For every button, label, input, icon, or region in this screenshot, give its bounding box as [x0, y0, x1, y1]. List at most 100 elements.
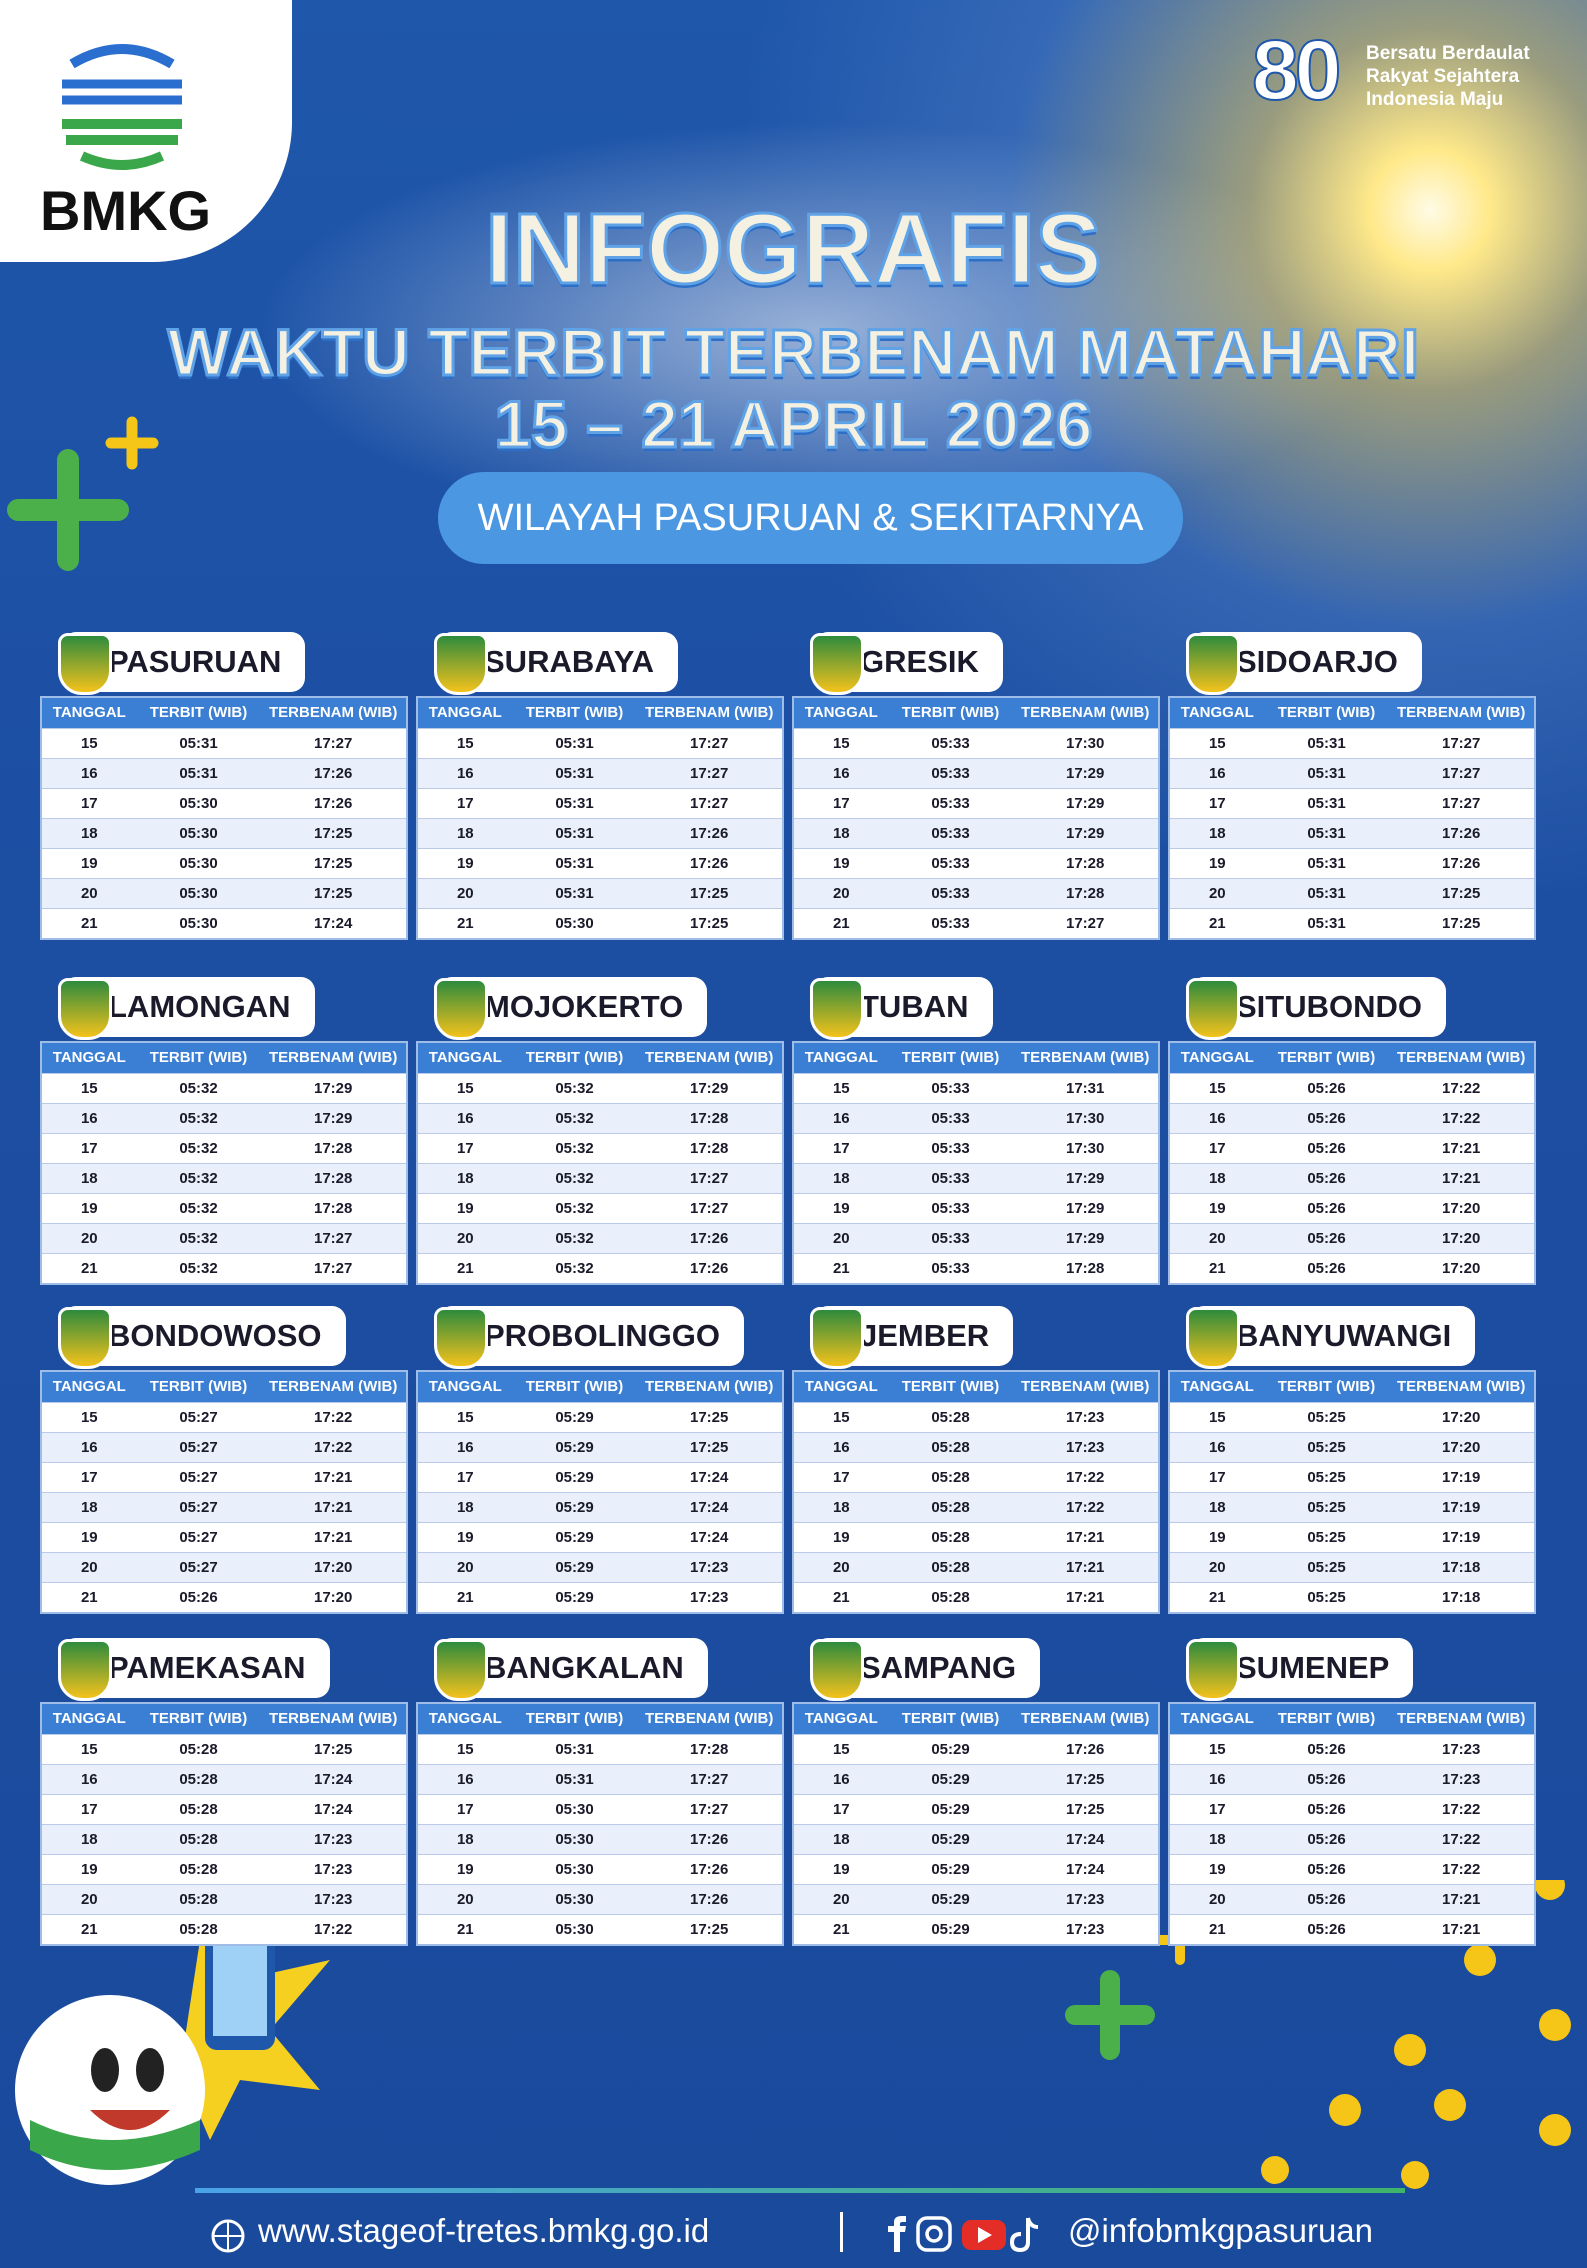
table-cell: 17:30	[1065, 735, 1105, 752]
table-cell: 18	[456, 1831, 474, 1848]
table-cell: 21	[832, 1921, 850, 1938]
table-row: 15 05:31 17:27	[418, 728, 782, 758]
table-cell: 17:26	[1441, 825, 1481, 842]
table-cell: 18	[832, 1170, 850, 1187]
table-row: 19 05:26 17:20	[1170, 1193, 1534, 1223]
table-row: 21 05:33 17:28	[794, 1253, 1158, 1283]
table-row: 19 05:28 17:21	[794, 1522, 1158, 1552]
table-cell: 17:26	[689, 825, 729, 842]
table-row: 21 05:30 17:25	[418, 908, 782, 938]
table-cell: 05:30	[179, 855, 218, 872]
table-row: 16 05:31 17:26	[42, 758, 406, 788]
column-header: TANGGAL	[428, 1049, 502, 1066]
table-header: TANGGAL TERBIT (WIB) TERBENAM (WIB)	[794, 1372, 1158, 1402]
table-cell: 19	[1208, 1861, 1226, 1878]
table-row: 15 05:28 17:25	[42, 1734, 406, 1764]
table-cell: 05:31	[555, 1771, 594, 1788]
table-header: TANGGAL TERBIT (WIB) TERBENAM (WIB)	[418, 1704, 782, 1734]
table-cell: 05:31	[555, 795, 594, 812]
table-cell: 05:26	[1307, 1861, 1346, 1878]
table-row: 18 05:31 17:26	[1170, 818, 1534, 848]
table-row: 17 05:31 17:27	[1170, 788, 1534, 818]
table-cell: 05:31	[1307, 855, 1346, 872]
table-row: 17 05:33 17:30	[794, 1133, 1158, 1163]
web-icon	[211, 2219, 245, 2253]
table-cell: 05:31	[1307, 825, 1346, 842]
table-cell: 05:26	[1307, 1200, 1346, 1217]
city-emblem	[810, 1307, 864, 1369]
table-cell: 05:28	[931, 1559, 970, 1576]
table-cell: 20	[1208, 885, 1226, 902]
table-cell: 05:33	[931, 795, 970, 812]
table-cell: 05:31	[1307, 735, 1346, 752]
table-cell: 17:24	[1065, 1831, 1105, 1848]
table-cell: 17:27	[313, 1260, 353, 1277]
table-cell: 05:28	[931, 1469, 970, 1486]
table-cell: 17:27	[1441, 795, 1481, 812]
table-row: 15 05:26 17:23	[1170, 1734, 1534, 1764]
column-header: TERBENAM (WIB)	[1021, 1049, 1150, 1066]
table-cell: 05:29	[555, 1469, 594, 1486]
table-cell: 05:26	[1307, 1891, 1346, 1908]
table-cell: 05:28	[179, 1861, 218, 1878]
footer-line	[195, 2188, 1405, 2193]
table-row: 20 05:28 17:23	[42, 1884, 406, 1914]
table-cell: 17:27	[689, 765, 729, 782]
table-cell: 05:27	[179, 1559, 218, 1576]
column-header: TERBIT (WIB)	[525, 704, 624, 721]
table-cell: 05:29	[555, 1409, 594, 1426]
table-row: 17 05:33 17:29	[794, 788, 1158, 818]
table-cell: 17:21	[313, 1529, 353, 1546]
table-row: 15 05:29 17:26	[794, 1734, 1158, 1764]
table-cell: 05:32	[555, 1260, 594, 1277]
table-cell: 17	[80, 795, 98, 812]
table-cell: 17:22	[1065, 1499, 1105, 1516]
table-cell: 18	[1208, 1170, 1226, 1187]
schedule-table: TANGGAL TERBIT (WIB) TERBENAM (WIB) 15 05:31…	[40, 696, 408, 940]
table-cell: 17:26	[689, 855, 729, 872]
table-cell: 05:32	[555, 1170, 594, 1187]
table-header: TANGGAL TERBIT (WIB) TERBENAM (WIB)	[1170, 698, 1534, 728]
table-row: 18 05:25 17:19	[1170, 1492, 1534, 1522]
table-cell: 16	[80, 765, 98, 782]
column-header: TERBIT (WIB)	[525, 1710, 624, 1727]
table-cell: 05:29	[555, 1529, 594, 1546]
table-row: 15 05:28 17:23	[794, 1402, 1158, 1432]
table-row: 19 05:33 17:29	[794, 1193, 1158, 1223]
table-cell: 17:25	[689, 1439, 729, 1456]
decor-plus	[7, 416, 159, 571]
table-cell: 05:27	[179, 1439, 218, 1456]
badge-text: Bersatu Berdaulat Rakyat Sejahtera Indon…	[1366, 42, 1530, 111]
table-cell: 16	[832, 1439, 850, 1456]
table-row: 19 05:29 17:24	[794, 1854, 1158, 1884]
table-cell: 17:26	[1441, 855, 1481, 872]
table-cell: 05:31	[555, 735, 594, 752]
social-icons	[888, 2216, 1039, 2253]
column-header: TERBENAM (WIB)	[645, 1378, 774, 1395]
table-cell: 17:24	[313, 1801, 353, 1818]
table-cell: 17:28	[689, 1110, 729, 1127]
table-cell: 19	[80, 1200, 98, 1217]
table-cell: 05:33	[931, 1230, 970, 1247]
table-cell: 05:32	[179, 1140, 218, 1157]
table-cell: 17:28	[1065, 1260, 1105, 1277]
table-cell: 05:33	[931, 1080, 970, 1097]
table-cell: 05:26	[1307, 1260, 1346, 1277]
schedule-table: TANGGAL TERBIT (WIB) TERBENAM (WIB) 15 05:27…	[40, 1370, 408, 1614]
table-row: 15 05:31 17:27	[1170, 728, 1534, 758]
column-header: TERBIT (WIB)	[901, 1378, 1000, 1395]
column-header: TANGGAL	[804, 1049, 878, 1066]
table-cell: 17:27	[689, 1200, 729, 1217]
table-cell: 21	[1208, 1921, 1226, 1938]
table-cell: 20	[80, 1559, 98, 1576]
table-cell: 05:27	[179, 1499, 218, 1516]
table-cell: 17:23	[689, 1589, 729, 1606]
table-cell: 05:30	[555, 1921, 594, 1938]
table-cell: 20	[1208, 1559, 1226, 1576]
table-cell: 05:28	[179, 1831, 218, 1848]
table-row: 20 05:32 17:26	[418, 1223, 782, 1253]
table-cell: 15	[1208, 1080, 1226, 1097]
table-cell: 05:29	[555, 1589, 594, 1606]
table-cell: 05:26	[1307, 1080, 1346, 1097]
